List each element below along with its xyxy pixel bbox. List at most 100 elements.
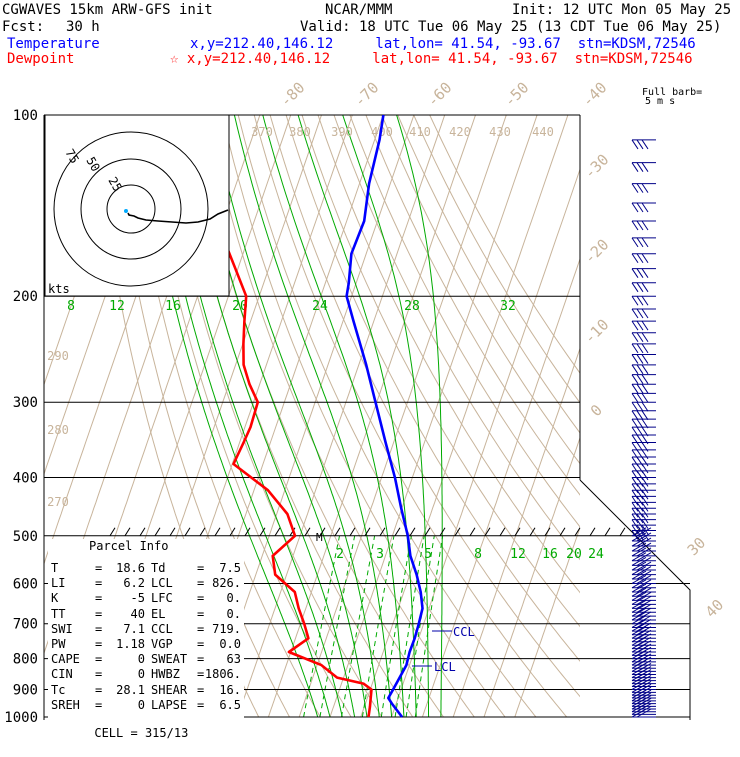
parcel-row: CIN = 0 HWBZ = 1806. (51, 667, 241, 682)
hash-mark (274, 527, 281, 537)
wind-barb-flag (641, 343, 649, 354)
temperature-top-label: -80 (277, 79, 309, 111)
organization: NCAR/MMM (325, 2, 393, 18)
wind-barb (631, 456, 656, 467)
wind-barb-flag (636, 697, 652, 707)
hodograph-start-point (124, 209, 128, 213)
wind-barb-flag (641, 426, 649, 437)
hash-mark (214, 527, 221, 537)
wind-barb-flag (641, 253, 649, 264)
wind-barb-flag (636, 183, 644, 193)
hash-mark (574, 527, 581, 537)
forecast-hour-value: 30 h (66, 19, 100, 35)
wind-barb-flag (641, 282, 649, 293)
mixing-ratio-label: 3 (376, 547, 384, 562)
moist-adiabat-line (149, 115, 331, 718)
dewpoint-legend-label: Dewpoint (7, 51, 75, 67)
dry-adiabat-label: 430 (489, 125, 511, 139)
wind-barb-flag (631, 393, 639, 403)
dry-adiabat-line (205, 115, 475, 718)
parcel-value: 40 (130, 606, 145, 621)
init-time: Init: 12 UTC Mon 05 May 25 (512, 2, 732, 18)
dry-adiabat-line (269, 115, 580, 698)
wind-barb-flag (641, 401, 649, 412)
wind-barb-flag (636, 332, 644, 343)
parcel-key: CIN (51, 667, 73, 682)
wind-barb-flag (636, 700, 652, 710)
temperature-legend-label: Temperature (7, 36, 100, 52)
wind-barb-flag (636, 556, 652, 566)
wind-barb-flag (631, 220, 639, 231)
ccl-label: CCL (453, 625, 475, 639)
wind-barb-flag (641, 519, 649, 529)
wind-barb-flag (636, 705, 652, 715)
parcel-row: SREH = 0 LAPSE = 6.5 (51, 697, 241, 712)
temperature-top-label: -70 (351, 79, 383, 111)
parcel-key: Td (151, 561, 166, 575)
wind-barb-flag (631, 253, 639, 264)
mixing-ratio-label: 12 (510, 547, 526, 562)
wind-barb-flag (641, 374, 649, 384)
hash-mark (244, 527, 251, 537)
wind-barb-flag (631, 489, 639, 500)
parcel-value: 7.1 (123, 621, 145, 636)
dry-adiabat-line (429, 115, 580, 375)
parcel-key: T (51, 561, 59, 575)
hash-mark (529, 527, 536, 537)
moist-adiabat-label: 28 (404, 299, 420, 314)
wind-barb (631, 410, 656, 421)
wind-barb-flag (631, 418, 639, 429)
wind-barb (631, 556, 656, 566)
wind-barb-flag (636, 689, 652, 699)
parcel-key: LAPSE (151, 697, 188, 712)
wind-barb (631, 374, 656, 384)
wind-barb (631, 489, 656, 500)
wind-barb-flag (631, 442, 639, 452)
wind-barb-flag (636, 547, 652, 557)
pressure-tick-label: 400 (13, 470, 38, 486)
wind-barb-flag (636, 519, 644, 529)
parcel-key: PW (51, 637, 66, 651)
pressure-tick-label: 500 (13, 529, 38, 545)
wind-barb-flag (636, 434, 644, 445)
wind-barb-flag (641, 139, 649, 150)
wind-barb (631, 442, 656, 452)
parcel-row: LI = 6.2 LCL = 826. (51, 576, 241, 591)
wind-barb-flag (631, 532, 647, 542)
wind-barb (631, 295, 656, 306)
wind-barb (631, 434, 656, 445)
dewpoint-profile (192, 115, 373, 718)
wind-barb-flag (636, 678, 652, 687)
moist-adiabat-label: 24 (312, 299, 328, 314)
wind-barb (631, 268, 656, 278)
isotherm-line (514, 525, 580, 718)
wind-barb (631, 392, 656, 403)
hash-mark (409, 527, 416, 537)
wind-barb-flag (641, 183, 649, 193)
wind-barb-flag (631, 456, 639, 467)
hash-mark (334, 527, 341, 537)
wind-barb-flag (641, 354, 649, 364)
wind-barb-flag (636, 343, 644, 354)
mixing-ratio-label: 2 (336, 547, 344, 562)
moist-adiabat-label: 32 (500, 299, 516, 314)
wind-barb (631, 354, 656, 364)
temperature-right-label: 0 (587, 401, 606, 420)
wind-barb (631, 513, 656, 524)
wind-barb-flag (641, 162, 649, 172)
mixing-ratio-line (341, 535, 376, 718)
hash-mark (364, 527, 371, 537)
dry-adiabat-line (381, 115, 580, 465)
wind-barb-flag (631, 556, 647, 566)
mixing-ratio-line (303, 535, 340, 718)
wind-barb-flag (631, 561, 647, 571)
wind-barb-flag (631, 383, 639, 394)
parcel-key: SWEAT (151, 652, 188, 667)
moist-adiabat-line (210, 115, 380, 718)
wind-barb-flag (641, 524, 649, 535)
wind-barb (631, 162, 656, 172)
wind-barb-flag (636, 537, 652, 547)
dry-adiabat-line (285, 115, 580, 662)
isotherm-line (360, 115, 569, 718)
dry-adiabat-label: 410 (409, 125, 431, 139)
